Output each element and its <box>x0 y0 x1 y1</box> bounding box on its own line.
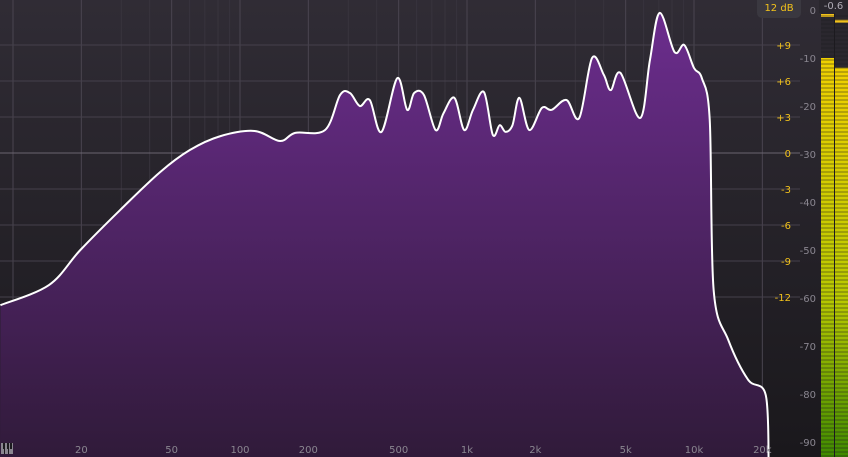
freq-tick-label: 20k <box>753 445 772 456</box>
piano-keyboard-icon[interactable] <box>1 443 13 454</box>
eq-tick-label: -12 <box>775 293 791 304</box>
db-tick-label: -50 <box>800 246 816 257</box>
freq-tick-label: 2k <box>529 445 541 456</box>
peak-readout[interactable]: -0.6 <box>819 0 848 13</box>
freq-tick-label: 500 <box>389 445 408 456</box>
db-tick-label: 0 <box>810 6 816 17</box>
db-tick-label: -70 <box>800 342 816 353</box>
db-tick-label: -20 <box>800 102 816 113</box>
meter-peak-right <box>835 19 848 23</box>
freq-tick-label: 20 <box>75 445 88 456</box>
db-tick-label: -40 <box>800 198 816 209</box>
spectrum-curve <box>0 11 770 457</box>
level-meter <box>821 0 848 457</box>
freq-tick-label: 100 <box>230 445 249 456</box>
eq-tick-label: -3 <box>781 185 791 196</box>
eq-tick-label: +3 <box>776 113 791 124</box>
db-tick-label: -60 <box>800 294 816 305</box>
eq-tick-label: -6 <box>781 221 791 232</box>
freq-tick-label: 10k <box>685 445 704 456</box>
meter-bar-right <box>835 67 848 457</box>
axis-labels: +9 +6 +3 0 -3 -6 -9 -12 0 -10 -20 -30 -40 -50 -60 -70 -8… <box>75 6 816 456</box>
freq-tick-label: 5k <box>620 445 632 456</box>
eq-tick-label: 0 <box>785 149 791 160</box>
range-12db-button[interactable]: 12 dB <box>757 0 801 18</box>
db-tick-label: -90 <box>800 438 816 449</box>
freq-tick-label: 1k <box>461 445 473 456</box>
eq-tick-label: +6 <box>776 77 791 88</box>
meter-bar-left <box>821 58 834 457</box>
spectrum-fill <box>0 12 769 457</box>
db-tick-label: -10 <box>800 54 816 65</box>
db-tick-label: -80 <box>800 390 816 401</box>
eq-tick-label: -9 <box>781 257 791 268</box>
db-tick-label: -30 <box>800 150 816 161</box>
eq-tick-label: +9 <box>776 41 791 52</box>
freq-tick-label: 200 <box>299 445 318 456</box>
freq-tick-label: 50 <box>165 445 178 456</box>
